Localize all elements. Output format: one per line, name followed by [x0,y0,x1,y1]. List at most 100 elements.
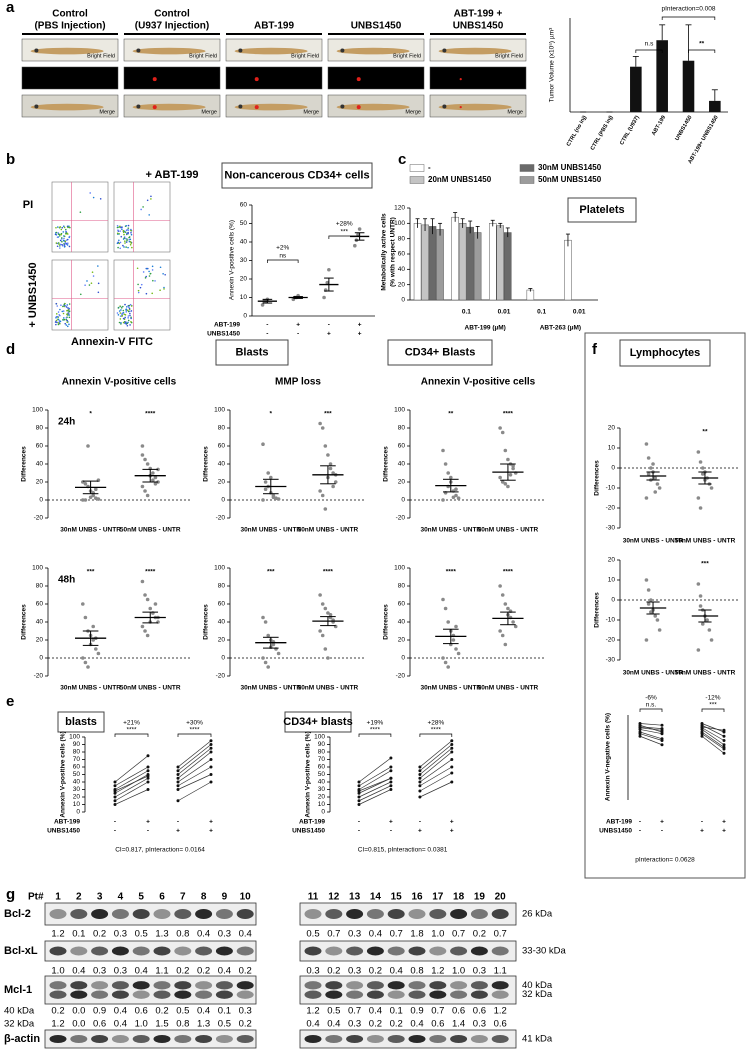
patient-number: 11 [308,892,319,903]
data-point [320,602,325,606]
y-tick-label: 30 [73,786,81,793]
flow-event [127,315,130,317]
flow-event [57,322,60,324]
band [450,1034,468,1044]
data-point [638,734,642,738]
sign: + [146,819,150,826]
legend-label: 20nM UNBS1450 [428,175,492,184]
flow-event [90,282,93,284]
data-point [327,267,331,272]
band [429,1034,447,1044]
y-tick-label: -20 [606,505,616,512]
quant-value: 0.4 [197,1006,210,1017]
band [346,909,364,919]
data-point [143,629,147,633]
y-tick-label: 20 [73,794,81,801]
band [491,981,509,990]
row-label: UNBS1450 [207,331,240,338]
x-tick-label: 50nM UNBS - UNTR [675,538,736,545]
protein-label: Bcl-xL [4,945,38,957]
band [387,909,405,919]
patient-number: 12 [328,892,340,903]
y-tick-label: 10 [318,801,326,808]
pair-line [419,740,453,768]
quant-value: 0.2 [93,929,106,940]
data-point [83,498,88,502]
data-point [651,462,655,466]
band [429,981,447,990]
pair-line [419,751,453,779]
x-tick-label: ABT-199+ UNBS1450 [687,115,719,165]
data-point [146,780,150,784]
row-label: ABT-199 [214,322,240,329]
x-tick-label: 0.1 [537,309,546,316]
data-point [320,493,325,498]
data-point [506,484,510,489]
sign: + [722,828,726,835]
column-title: Control [154,9,190,20]
band [153,990,171,999]
band [346,981,364,990]
data-point [441,448,445,453]
data-point [644,442,649,446]
quant-value: 0.2 [239,966,252,977]
quant-value: 0.9 [410,1006,423,1017]
band [153,909,171,919]
x-tick-label: CTRL (no inj) [566,115,588,148]
box-title: Non-cancerous CD34+ cells [224,169,369,181]
flow-event [64,305,67,307]
flow-event [123,237,126,240]
data-point [176,788,180,791]
flow-event [130,320,132,323]
sign: + [418,828,422,835]
sign: + [327,331,331,338]
flow-event [56,321,58,324]
band [304,909,322,919]
band [215,946,233,956]
data-point [389,784,393,788]
flow-event [92,275,95,277]
data-point [146,769,150,773]
y-axis-label: Differences [383,446,390,482]
data-point [146,774,150,778]
pair-line [419,747,453,775]
flow-event [65,230,67,233]
y-axis-label: (% with respect UNTR) [390,217,397,287]
data-point [260,303,265,307]
flow-event [163,286,165,289]
y-tick-label: 20 [398,637,406,644]
quant-value: 0.1 [218,1006,231,1017]
data-point [145,493,150,498]
sign: - [114,819,116,826]
flow-event [117,246,119,249]
data-point [146,776,150,780]
pair-line [701,726,725,731]
data-point [323,507,328,511]
flow-event [129,243,132,246]
quant-value: 0.2 [327,966,340,977]
y-tick-label: 60 [218,601,226,608]
data-point [450,771,454,775]
sign: + [660,819,664,826]
quant-value: 0.2 [176,966,189,977]
blot [299,1029,517,1049]
quant-value: 0.4 [114,1019,127,1030]
y-tick-label: -30 [606,525,616,532]
image-label: TRITC [507,81,523,87]
annotation: -12% [705,695,720,702]
data-point [113,799,117,803]
flow-event [128,307,131,310]
legend-swatch [519,176,535,184]
data-point [91,624,95,629]
significance: *** [701,561,709,568]
kda-label: 41 kDa [522,1034,553,1045]
y-tick-label: 60 [318,764,326,771]
flow-event [62,239,65,242]
y-tick-label: 20 [36,479,44,486]
pair-line [358,770,392,790]
sign: + [176,828,180,835]
quant-value: 1.1 [494,966,507,977]
data-point [450,758,454,761]
data-point [646,588,651,592]
y-tick-label: 50 [318,771,326,778]
